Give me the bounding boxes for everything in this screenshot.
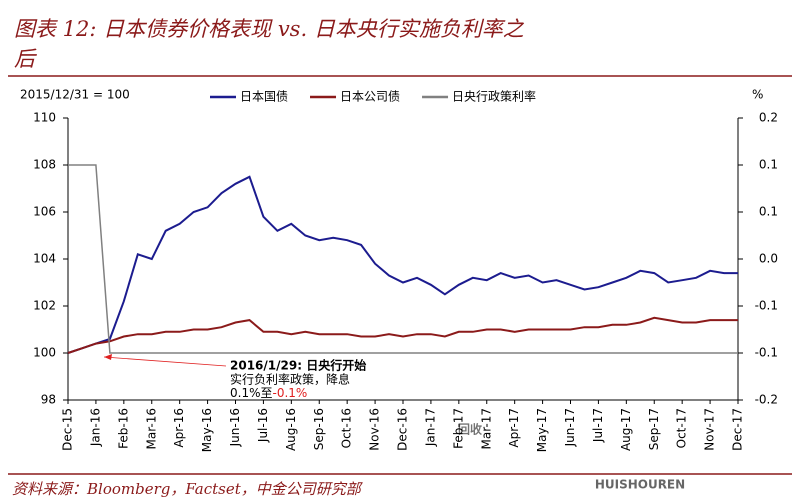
y2-tick-label: 0.1 <box>759 158 778 172</box>
y2-tick-label: -0.1 <box>755 346 778 360</box>
x-tick-label: Jun-16 <box>228 408 242 447</box>
y-tick-label: 110 <box>33 111 56 125</box>
x-tick-label: Jan-17 <box>423 408 437 447</box>
annotation: -0.1% <box>273 386 308 400</box>
x-tick-label: Jul-16 <box>256 408 270 443</box>
x-tick-label: Jan-16 <box>88 408 102 447</box>
y-axis-label: 2015/12/31 = 100 <box>20 88 130 102</box>
x-tick-label: May-16 <box>200 408 214 452</box>
y2-tick-label: 0.2 <box>759 111 778 125</box>
y2-tick-label: 0.1 <box>759 205 778 219</box>
series-line <box>68 164 738 354</box>
annotation-arrowhead <box>104 354 112 360</box>
series-line <box>67 316 738 354</box>
legend-label: 日本国债 <box>240 90 288 104</box>
x-tick-label: Dec-16 <box>396 408 410 451</box>
legend-label: 日央行政策利率 <box>452 89 536 104</box>
y2-tick-label: 0.0 <box>759 252 778 266</box>
x-tick-label: Sep-16 <box>312 408 326 450</box>
x-tick-label: Apr-16 <box>172 408 186 448</box>
y2-tick-label: -0.1 <box>755 299 778 313</box>
y2-axis-label: % <box>752 88 763 102</box>
annotation: 0.1%至 <box>230 386 273 400</box>
x-tick-label: Mar-17 <box>479 408 493 449</box>
watermark: HUISHOUREN <box>595 478 685 492</box>
y-tick-label: 108 <box>33 158 56 172</box>
x-tick-label: Feb-17 <box>451 408 465 449</box>
annotation-arrow <box>103 356 227 367</box>
x-tick-label: Nov-17 <box>703 408 717 451</box>
x-tick-label: Oct-16 <box>340 408 354 448</box>
x-tick-label: Jun-17 <box>563 408 577 447</box>
x-tick-label: Feb-16 <box>116 408 130 449</box>
x-tick-label: Aug-17 <box>619 408 633 451</box>
y-tick-label: 98 <box>41 393 56 407</box>
annotation: 0.1%至-0.1% <box>230 386 307 400</box>
y-tick-label: 100 <box>33 346 56 360</box>
series-line <box>67 175 738 354</box>
x-tick-label: Nov-16 <box>368 408 382 451</box>
y-tick-label: 104 <box>33 252 56 266</box>
y-tick-label: 106 <box>33 205 56 219</box>
chart-title: 图表 12: 日本债券价格表现 vs. 日本央行实施负利率之后 <box>14 17 525 71</box>
legend-label: 日本公司债 <box>340 90 400 104</box>
chart-title: 后 <box>14 47 37 71</box>
x-tick-label: Dec-15 <box>61 408 75 451</box>
x-tick-label: Apr-17 <box>507 408 521 448</box>
x-tick-label: Mar-16 <box>144 408 158 449</box>
y-tick-label: 102 <box>33 299 56 313</box>
x-tick-label: Oct-17 <box>675 408 689 448</box>
chart-title: 图表 12: 日本债券价格表现 vs. 日本央行实施负利率之 <box>14 17 525 41</box>
annotation: 2016/1/29: 日央行开始 <box>230 358 366 373</box>
x-tick-label: Dec-17 <box>731 408 745 451</box>
source: 资料来源：Bloomberg，Factset，中金公司研究部 <box>12 480 364 498</box>
x-tick-label: Sep-17 <box>647 408 661 450</box>
watermark: 回收 <box>458 422 482 437</box>
x-tick-label: Jul-17 <box>591 408 605 443</box>
x-tick-label: May-17 <box>535 408 549 452</box>
y2-tick-label: -0.2 <box>755 393 778 407</box>
annotation: 实行负利率政策，降息 <box>230 372 350 387</box>
x-tick-label: Aug-16 <box>284 408 298 451</box>
